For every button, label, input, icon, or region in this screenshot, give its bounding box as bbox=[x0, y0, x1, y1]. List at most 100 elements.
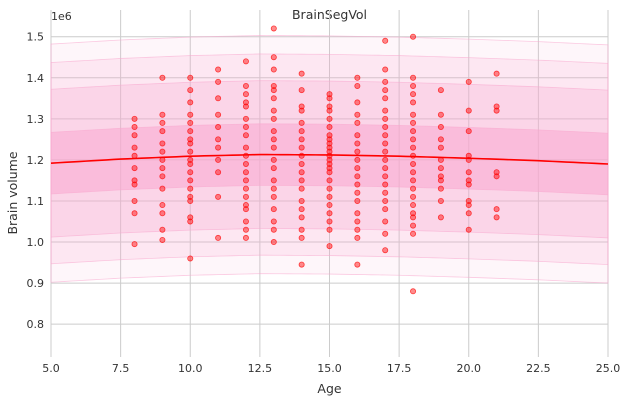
data-point bbox=[270, 107, 277, 114]
data-point bbox=[410, 160, 417, 167]
data-point bbox=[159, 226, 166, 233]
data-point bbox=[326, 169, 333, 176]
data-point bbox=[410, 193, 417, 200]
data-point bbox=[493, 206, 500, 213]
data-point bbox=[354, 74, 361, 81]
data-point bbox=[437, 111, 444, 118]
data-point bbox=[382, 78, 389, 85]
x-tick-label: 15.0 bbox=[317, 362, 342, 375]
data-point bbox=[131, 165, 138, 172]
data-point bbox=[131, 132, 138, 139]
data-point bbox=[187, 255, 194, 262]
data-point bbox=[270, 115, 277, 122]
data-point bbox=[298, 70, 305, 77]
data-point bbox=[410, 82, 417, 89]
data-point bbox=[159, 173, 166, 180]
data-point bbox=[242, 185, 249, 192]
data-point bbox=[187, 74, 194, 81]
y-tick-label: 1.4 bbox=[27, 72, 45, 85]
data-point bbox=[410, 185, 417, 192]
data-point bbox=[382, 173, 389, 180]
y-offset-label: 1e6 bbox=[51, 10, 72, 23]
data-point bbox=[298, 177, 305, 184]
data-point bbox=[382, 37, 389, 44]
data-point bbox=[410, 169, 417, 176]
data-point bbox=[187, 197, 194, 204]
data-point bbox=[437, 173, 444, 180]
data-point bbox=[187, 214, 194, 221]
data-point bbox=[131, 241, 138, 248]
data-point bbox=[354, 99, 361, 106]
data-point bbox=[493, 169, 500, 176]
data-point bbox=[298, 206, 305, 213]
data-point bbox=[187, 148, 194, 155]
data-point bbox=[242, 169, 249, 176]
data-point bbox=[298, 152, 305, 159]
y-tick-label: 0.9 bbox=[27, 277, 45, 290]
data-point bbox=[270, 144, 277, 151]
data-point bbox=[437, 177, 444, 184]
data-point bbox=[326, 140, 333, 147]
data-point bbox=[410, 136, 417, 143]
data-point bbox=[187, 218, 194, 225]
data-point bbox=[437, 214, 444, 221]
data-point bbox=[326, 115, 333, 122]
data-point bbox=[326, 177, 333, 184]
data-point bbox=[131, 210, 138, 217]
median-curve bbox=[50, 153, 609, 165]
data-point bbox=[270, 95, 277, 102]
data-point bbox=[437, 185, 444, 192]
y-tick-labels: 0.8 0.9 1.0 1.1 1.2 1.3 1.4 1.5 bbox=[27, 31, 45, 331]
data-point bbox=[354, 226, 361, 233]
data-point bbox=[298, 144, 305, 151]
data-point bbox=[242, 160, 249, 167]
data-point bbox=[410, 33, 417, 40]
data-point bbox=[215, 136, 222, 143]
data-point bbox=[410, 210, 417, 217]
data-point bbox=[410, 177, 417, 184]
data-point bbox=[382, 197, 389, 204]
data-point bbox=[382, 247, 389, 254]
data-point bbox=[270, 128, 277, 135]
data-point bbox=[270, 87, 277, 94]
data-point bbox=[493, 103, 500, 110]
data-point bbox=[187, 169, 194, 176]
data-point bbox=[159, 185, 166, 192]
data-point bbox=[410, 128, 417, 135]
data-point bbox=[187, 99, 194, 106]
data-point bbox=[298, 136, 305, 143]
data-point bbox=[326, 226, 333, 233]
data-point bbox=[382, 115, 389, 122]
data-point bbox=[382, 218, 389, 225]
data-point bbox=[159, 119, 166, 126]
data-point bbox=[354, 165, 361, 172]
data-point bbox=[465, 181, 472, 188]
data-point bbox=[187, 193, 194, 200]
data-point bbox=[270, 226, 277, 233]
data-point bbox=[187, 185, 194, 192]
data-point bbox=[326, 107, 333, 114]
data-point bbox=[298, 103, 305, 110]
data-point bbox=[465, 177, 472, 184]
data-point bbox=[354, 218, 361, 225]
data-point bbox=[242, 193, 249, 200]
data-point bbox=[270, 136, 277, 143]
data-point bbox=[354, 181, 361, 188]
data-point bbox=[298, 128, 305, 135]
data-point bbox=[382, 181, 389, 188]
x-tick-label: 5.0 bbox=[42, 362, 60, 375]
data-point bbox=[159, 111, 166, 118]
y-tick-label: 1.5 bbox=[27, 31, 45, 44]
x-tick-label: 17.5 bbox=[387, 362, 412, 375]
data-point bbox=[382, 189, 389, 196]
data-point bbox=[242, 144, 249, 151]
data-point bbox=[242, 152, 249, 159]
data-point bbox=[131, 115, 138, 122]
data-point bbox=[187, 156, 194, 163]
data-point bbox=[131, 124, 138, 131]
data-point bbox=[410, 119, 417, 126]
data-point bbox=[159, 148, 166, 155]
data-point bbox=[298, 226, 305, 233]
data-point bbox=[437, 165, 444, 172]
